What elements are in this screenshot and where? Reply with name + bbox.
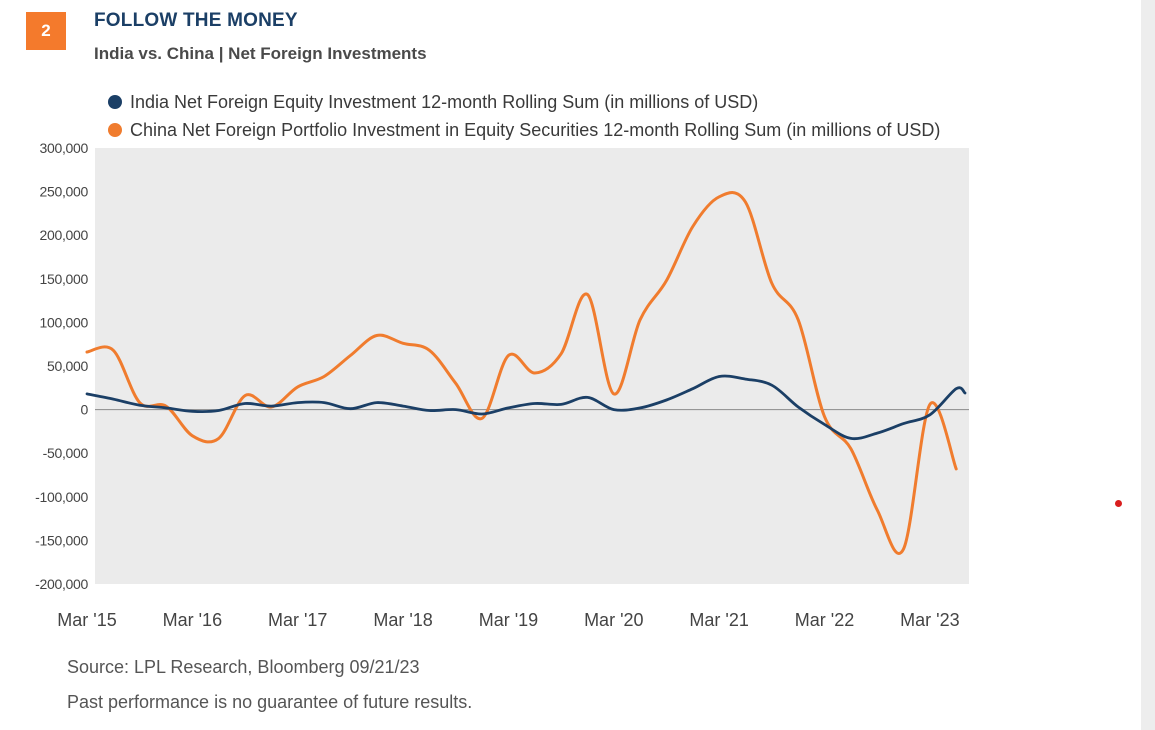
y-tick-label: 150,000 <box>39 271 88 287</box>
y-tick-label: 250,000 <box>39 184 88 200</box>
y-axis-ticks: 300,000 250,000 200,000 150,000 100,000 50,00… <box>35 140 89 592</box>
source-note: Source: LPL Research, Bloomberg 09/21/23 <box>67 657 420 677</box>
right-edge-strip <box>1141 0 1155 730</box>
y-tick-label: 0 <box>81 402 89 418</box>
x-tick-label: Mar '17 <box>268 610 327 630</box>
x-tick-label: Mar '20 <box>584 610 643 630</box>
y-tick-label: 50,000 <box>47 358 89 374</box>
legend-swatch-india <box>108 95 122 109</box>
y-tick-label: 100,000 <box>39 314 88 330</box>
legend-item-india: India Net Foreign Equity Investment 12-m… <box>108 88 940 116</box>
plot-area <box>95 148 969 584</box>
y-tick-label: -100,000 <box>35 489 88 505</box>
disclaimer-note: Past performance is no guarantee of futu… <box>67 692 473 712</box>
figure-number-badge: 2 <box>26 12 66 50</box>
line-chart: 300,000 250,000 200,000 150,000 100,000 50,00… <box>35 140 969 630</box>
y-tick-label: 200,000 <box>39 227 88 243</box>
x-tick-label: Mar '18 <box>373 610 432 630</box>
series-line-china <box>85 191 958 555</box>
x-tick-label: Mar '21 <box>689 610 748 630</box>
x-tick-label: Mar '16 <box>163 610 222 630</box>
series-line-india <box>85 374 967 441</box>
x-tick-label: Mar '19 <box>479 610 538 630</box>
y-tick-label: -50,000 <box>43 445 89 461</box>
legend-item-china: China Net Foreign Portfolio Investment i… <box>108 116 940 144</box>
x-axis-ticks: Mar '15 Mar '16 Mar '17 Mar '18 Mar '19 Mar '… <box>57 610 959 630</box>
y-tick-label: -150,000 <box>35 532 88 548</box>
y-tick-label: 300,000 <box>39 140 88 156</box>
chart-subheading: India vs. China | Net Foreign Investment… <box>94 44 427 63</box>
red-dot-mark <box>1115 500 1122 507</box>
x-tick-label: Mar '15 <box>57 610 116 630</box>
chart-heading: FOLLOW THE MONEY <box>94 10 298 31</box>
x-tick-label: Mar '23 <box>900 610 959 630</box>
legend-swatch-china <box>108 123 122 137</box>
y-tick-label: -200,000 <box>35 576 88 592</box>
figure-number: 2 <box>41 21 51 40</box>
series-layer <box>85 191 967 555</box>
legend-label-india: India Net Foreign Equity Investment 12-m… <box>130 91 759 112</box>
chart-legend: India Net Foreign Equity Investment 12-m… <box>108 88 940 144</box>
x-tick-label: Mar '22 <box>795 610 854 630</box>
legend-label-china: China Net Foreign Portfolio Investment i… <box>130 119 941 140</box>
